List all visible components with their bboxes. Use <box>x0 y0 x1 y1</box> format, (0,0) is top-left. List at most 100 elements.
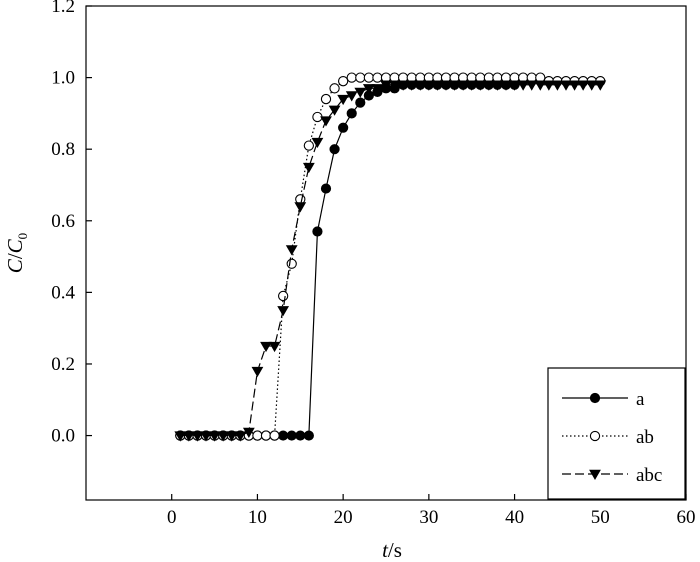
legend-box <box>547 367 686 500</box>
series-ab <box>175 72 606 441</box>
series-a <box>175 76 606 441</box>
data-point-a <box>295 430 306 441</box>
series-line-a <box>180 80 601 437</box>
data-point-a <box>329 144 340 155</box>
data-point-abc <box>277 306 290 317</box>
data-point-abc <box>268 341 281 353</box>
data-point-ab <box>320 93 332 105</box>
data-point-abc <box>345 91 358 102</box>
legend-marker-ab <box>589 430 601 442</box>
data-point-a <box>312 226 323 237</box>
series-line-ab <box>180 76 601 437</box>
data-point-abc <box>491 80 504 91</box>
data-point-ab <box>286 258 297 269</box>
data-point-a <box>320 183 332 194</box>
data-point-abc <box>174 431 187 442</box>
data-point-abc <box>260 341 272 353</box>
data-point-abc <box>388 80 401 91</box>
y-tick-label: 1.0 <box>51 68 75 89</box>
legend-label-abc: abc <box>636 465 662 486</box>
data-point-abc <box>440 80 452 91</box>
data-point-abc <box>482 80 495 91</box>
data-point-ab <box>269 430 280 441</box>
data-point-abc <box>542 80 555 91</box>
data-point-abc <box>397 80 410 91</box>
ticks-layer: 0 10 20 30 40 50 60 0.0 0.2 0.4 0.6 0.8 1.0 1.2 <box>51 0 695 528</box>
data-point-abc <box>320 116 332 127</box>
data-point-abc <box>311 137 324 149</box>
data-point-abc <box>465 80 478 91</box>
data-point-abc <box>405 80 418 91</box>
data-point-abc <box>422 80 435 91</box>
series-abc <box>174 80 607 442</box>
data-point-abc <box>182 431 195 442</box>
data-point-abc <box>508 80 521 91</box>
data-point-abc <box>457 80 470 91</box>
data-point-abc <box>525 80 538 91</box>
legend-label-ab: ab <box>636 427 654 448</box>
data-point-abc <box>500 80 512 91</box>
data-point-abc <box>208 431 221 442</box>
data-point-abc <box>431 80 444 91</box>
data-point-a <box>303 430 314 441</box>
data-point-abc <box>217 431 230 442</box>
data-point-a <box>338 122 349 133</box>
data-point-ab <box>346 72 357 83</box>
y-axis-label: C/C0 <box>3 233 30 273</box>
data-point-abc <box>294 202 307 213</box>
data-point-abc <box>414 80 427 91</box>
data-point-ab <box>277 290 289 302</box>
data-point-a <box>346 108 357 119</box>
data-point-abc <box>302 162 315 174</box>
data-point-abc <box>328 105 341 116</box>
series-layer <box>174 72 607 442</box>
x-tick-label: 10 <box>248 507 267 528</box>
data-point-abc <box>251 366 264 378</box>
data-point-abc <box>594 80 607 91</box>
data-point-abc <box>234 431 247 442</box>
data-point-abc <box>577 80 590 91</box>
data-point-a <box>355 97 366 108</box>
data-point-abc <box>517 80 530 91</box>
data-point-ab <box>260 430 272 441</box>
data-point-abc <box>242 427 255 438</box>
data-point-abc <box>568 80 581 91</box>
data-point-ab <box>303 140 315 151</box>
y-tick-label: 0.2 <box>51 354 75 375</box>
data-point-abc <box>448 80 461 91</box>
x-axis-label: t/s <box>382 538 402 562</box>
x-tick-label: 20 <box>334 507 353 528</box>
data-point-abc <box>225 431 238 442</box>
data-point-abc <box>560 80 572 91</box>
data-point-abc <box>380 80 392 91</box>
x-tick-label: 0 <box>167 507 177 528</box>
legend-label-a: a <box>636 389 645 410</box>
data-point-abc <box>534 80 547 91</box>
data-point-ab <box>363 72 375 83</box>
legend-marker-abc <box>589 469 601 480</box>
data-point-abc <box>371 84 384 95</box>
y-tick-label: 0.0 <box>51 426 75 447</box>
y-tick-label: 1.2 <box>51 0 75 17</box>
data-point-abc <box>585 80 598 91</box>
y-tick-label: 0.4 <box>51 282 75 303</box>
data-point-abc <box>200 431 212 442</box>
legend: a ab abc <box>547 367 686 500</box>
series-line-abc <box>180 84 601 437</box>
data-point-abc <box>474 80 487 91</box>
plot-frame <box>85 5 687 501</box>
data-point-ab <box>355 72 366 83</box>
data-point-abc <box>354 87 367 98</box>
data-point-ab <box>329 83 340 94</box>
y-tick-label: 0.8 <box>51 139 75 160</box>
legend-marker-a <box>589 392 601 404</box>
data-point-abc <box>285 245 298 256</box>
data-point-a <box>278 430 289 441</box>
data-point-abc <box>191 431 204 442</box>
data-point-ab <box>252 430 263 441</box>
x-tick-label: 50 <box>591 507 610 528</box>
y-tick-label: 0.6 <box>51 211 75 232</box>
x-tick-label: 60 <box>677 507 696 528</box>
x-tick-label: 30 <box>419 507 438 528</box>
